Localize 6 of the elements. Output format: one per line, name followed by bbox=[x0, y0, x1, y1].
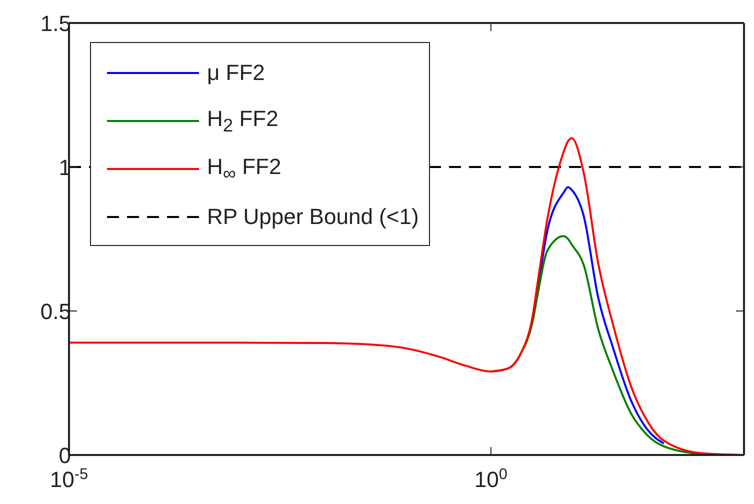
x-tick-label: 10$^{-5}$ bbox=[50, 466, 88, 492]
x-tick-label: 10$^{0}$ bbox=[474, 466, 508, 492]
legend-label: RP Upper Bound (<1) bbox=[207, 204, 419, 230]
legend-label: μ FF2 bbox=[207, 60, 265, 86]
legend-label: H$_{∞}$ FF2 bbox=[207, 154, 282, 184]
legend-label: H$_{2}$ FF2 bbox=[207, 106, 278, 136]
